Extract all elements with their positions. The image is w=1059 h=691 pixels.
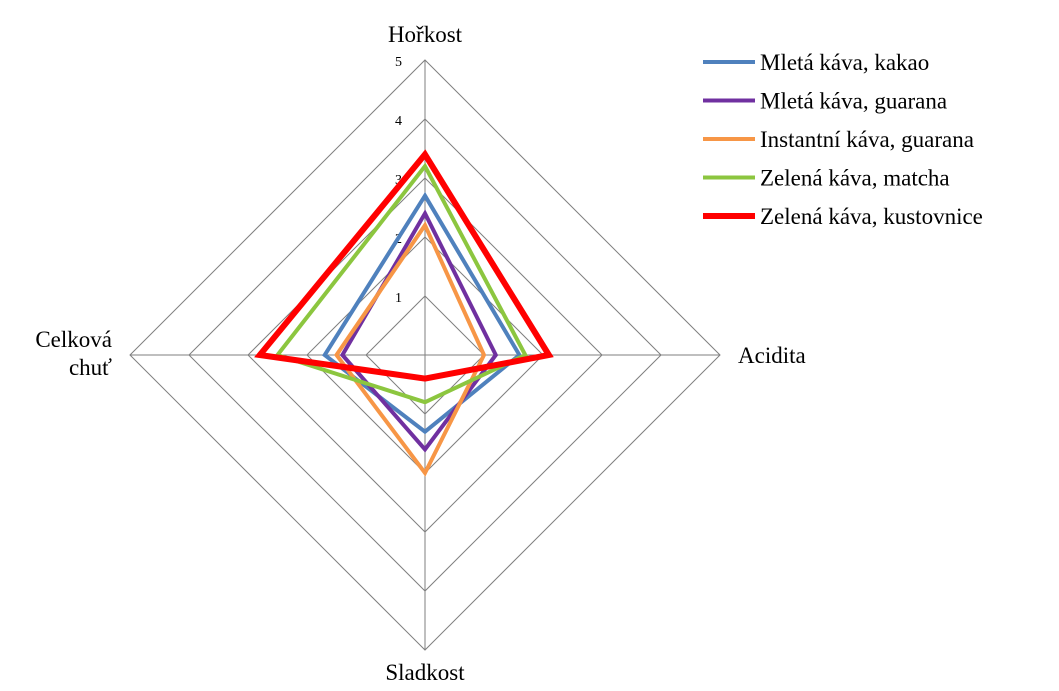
axis-label: Hořkost [388,22,463,47]
axis-label: Sladkost [385,660,465,685]
series-line [254,149,554,382]
tick-label: 3 [395,173,402,188]
legend-label: Zelená káva, kustovnice [760,204,983,229]
legend-label: Mletá káva, guarana [760,89,947,114]
axis-label: Acidita [738,343,806,368]
series-line [322,191,523,435]
tick-label: 1 [395,291,402,306]
radar-grid [129,59,721,651]
legend-label: Instantní káva, guarana [760,127,974,152]
series-line [334,221,487,477]
legend: Mletá káva, kakao Mletá káva, guarana Inst… [703,50,983,229]
radar-series [254,149,554,477]
legend-label: Mletá káva, kakao [760,50,929,75]
tick-label: 5 [395,55,402,70]
series-line [274,162,529,405]
tick-label: 4 [395,114,402,129]
legend-label: Zelená káva, matcha [760,166,950,191]
axis-labels: Hořkost Acidita Sladkost Celková chuť [35,22,805,685]
axis-label: Celková chuť [35,327,112,380]
